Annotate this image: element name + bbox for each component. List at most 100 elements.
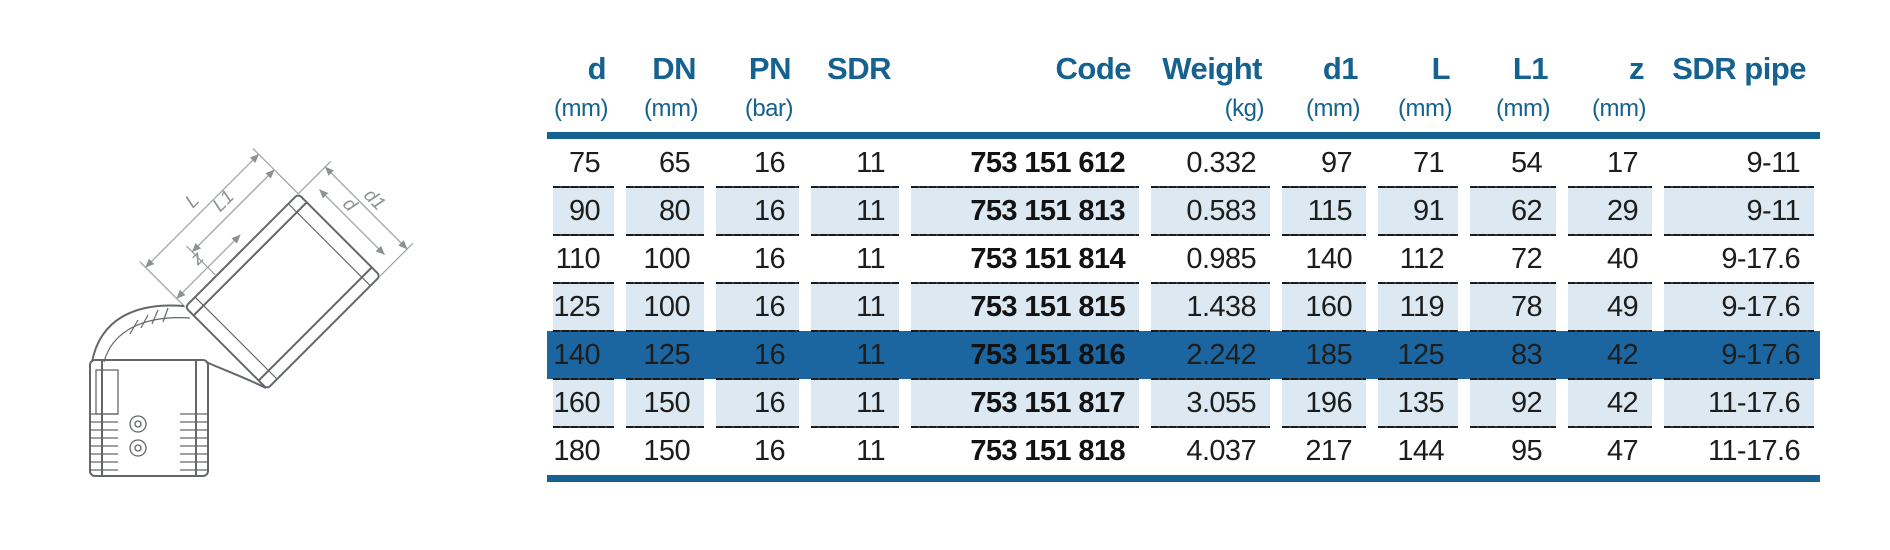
table-row[interactable]: 180 150 16 11 753 151 818 4.037 217 144 95 47 11-1… <box>547 426 1820 475</box>
footer-rule <box>547 475 1820 482</box>
column-header-d1: d1 <box>1322 51 1359 87</box>
spec-table: d DN PN SDR Code Weight d1 L L1 z SDR pipe (mm) (mm… <box>547 28 1820 482</box>
cell-sdr_pipe: 9-17.6 <box>1658 234 1820 283</box>
cell-d1: 217 <box>1276 426 1372 475</box>
column-header-sdr_pipe: SDR pipe <box>1672 51 1806 87</box>
cell-l1: 92 <box>1464 378 1562 427</box>
cell-z: 47 <box>1562 426 1658 475</box>
cell-d1: 97 <box>1320 147 1353 179</box>
cell-weight: 3.055 <box>1145 378 1276 427</box>
cell-l: 144 <box>1372 426 1464 475</box>
cell-code: 753 151 816 <box>905 330 1145 379</box>
cell-dn: 80 <box>620 186 710 235</box>
cell-l1: 54 <box>1510 147 1543 179</box>
cell-d: 125 <box>547 282 620 331</box>
column-unit-dn: (mm) <box>644 95 698 122</box>
cell-z: 42 <box>1562 378 1658 427</box>
cell-pn: 16 <box>710 330 805 379</box>
column-unit-l1: (mm) <box>1496 95 1550 122</box>
cell-sdr_pipe: 9-17.6 <box>1658 282 1820 331</box>
cell-d: 140 <box>547 330 620 379</box>
header-unit-row: (mm) (mm) (bar) (kg) (mm) (mm) (mm) (mm) <box>547 86 1820 132</box>
cell-code: 753 151 815 <box>905 282 1145 331</box>
cell-sdr_pipe: 11-17.6 <box>1658 426 1820 475</box>
cell-pn: 16 <box>710 378 805 427</box>
cell-code: 753 151 814 <box>905 234 1145 283</box>
dim-label-L1: L1 <box>209 186 239 216</box>
header-rule <box>547 132 1820 139</box>
cell-pn: 16 <box>710 426 805 475</box>
cell-code: 753 151 817 <box>905 378 1145 427</box>
cell-weight: 1.438 <box>1145 282 1276 331</box>
column-header-l1: L1 <box>1512 51 1549 87</box>
cell-code: 753 151 813 <box>905 186 1145 235</box>
cell-l: 91 <box>1372 186 1464 235</box>
column-header-dn: DN <box>652 51 696 87</box>
cell-d1: 115 <box>1276 186 1372 235</box>
cell-sdr_pipe: 9-17.6 <box>1658 330 1820 379</box>
cell-sdr: 11 <box>805 330 905 379</box>
header-label-row: d DN PN SDR Code Weight d1 L L1 z SDR pipe <box>547 28 1820 86</box>
cell-l: 135 <box>1372 378 1464 427</box>
cell-weight: 0.583 <box>1145 186 1276 235</box>
table-row[interactable]: 110 100 16 11 753 151 814 0.985 140 112 72 40 9-17… <box>547 234 1820 283</box>
table-row[interactable]: 75 65 16 11 753 151 612 0.332 97 71 54 17 9-11 <box>547 139 1820 187</box>
column-unit-d1: (mm) <box>1306 95 1360 122</box>
elbow-drawing-svg: d1 d L L1 z <box>89 148 414 477</box>
cell-l1: 78 <box>1464 282 1562 331</box>
cell-sdr_pipe: 9-11 <box>1746 147 1801 179</box>
cell-code: 753 151 612 <box>970 147 1125 179</box>
cell-l1: 72 <box>1464 234 1562 283</box>
dim-label-L: L <box>181 190 203 212</box>
cell-l: 112 <box>1372 234 1464 283</box>
cell-l1: 62 <box>1464 186 1562 235</box>
cell-l1: 83 <box>1464 330 1562 379</box>
cell-weight: 2.242 <box>1145 330 1276 379</box>
column-header-weight: Weight <box>1162 51 1262 87</box>
column-header-pn: PN <box>748 51 792 87</box>
cell-dn: 150 <box>620 378 710 427</box>
cell-dn: 100 <box>620 282 710 331</box>
column-header-z: z <box>1629 51 1645 87</box>
cell-pn: 16 <box>710 234 805 283</box>
cell-weight: 4.037 <box>1145 426 1276 475</box>
table-row[interactable]: 160 150 16 11 753 151 817 3.055 196 135 92 42 11-1… <box>547 378 1820 427</box>
cell-z: 17 <box>1606 147 1639 179</box>
cell-pn: 16 <box>710 282 805 331</box>
table-row[interactable]: 90 80 16 11 753 151 813 0.583 115 91 62 29 9-11 <box>547 186 1820 235</box>
cell-sdr: 11 <box>805 378 905 427</box>
cell-d: 160 <box>547 378 620 427</box>
column-header-code: Code <box>1055 51 1132 87</box>
cell-dn: 150 <box>620 426 710 475</box>
table-row-selected[interactable]: 140 125 16 11 753 151 816 2.242 185 125 83 42 9-17… <box>547 330 1820 379</box>
table-body: 75 65 16 11 753 151 612 0.332 97 71 54 17 9-11 90 80… <box>547 139 1820 475</box>
column-header-l: L <box>1431 51 1451 87</box>
column-unit-pn: (bar) <box>744 95 794 122</box>
cell-d: 180 <box>547 426 620 475</box>
cell-d1: 160 <box>1276 282 1372 331</box>
cell-sdr_pipe: 9-11 <box>1658 186 1820 235</box>
cell-weight: 0.985 <box>1145 234 1276 283</box>
dim-label-z: z <box>186 247 209 270</box>
cell-l: 125 <box>1372 330 1464 379</box>
cell-d: 75 <box>568 147 601 179</box>
bottom-socket <box>89 359 209 477</box>
upper-socket <box>185 194 380 389</box>
cell-code: 753 151 818 <box>905 426 1145 475</box>
cell-z: 49 <box>1562 282 1658 331</box>
cell-d1: 140 <box>1276 234 1372 283</box>
cell-sdr: 11 <box>805 282 905 331</box>
cell-l1: 95 <box>1464 426 1562 475</box>
cell-pn: 16 <box>710 186 805 235</box>
table-row[interactable]: 125 100 16 11 753 151 815 1.438 160 119 78 49 9-17… <box>547 282 1820 331</box>
cell-dn: 100 <box>620 234 710 283</box>
cell-z: 40 <box>1562 234 1658 283</box>
column-header-sdr: SDR <box>827 51 891 87</box>
cell-sdr: 11 <box>805 186 905 235</box>
cell-z: 42 <box>1562 330 1658 379</box>
dim-label-d1: d1 <box>359 185 389 215</box>
column-header-d: d <box>587 51 607 87</box>
cell-d1: 185 <box>1276 330 1372 379</box>
cell-sdr_pipe: 11-17.6 <box>1658 378 1820 427</box>
cell-d: 110 <box>547 234 620 283</box>
